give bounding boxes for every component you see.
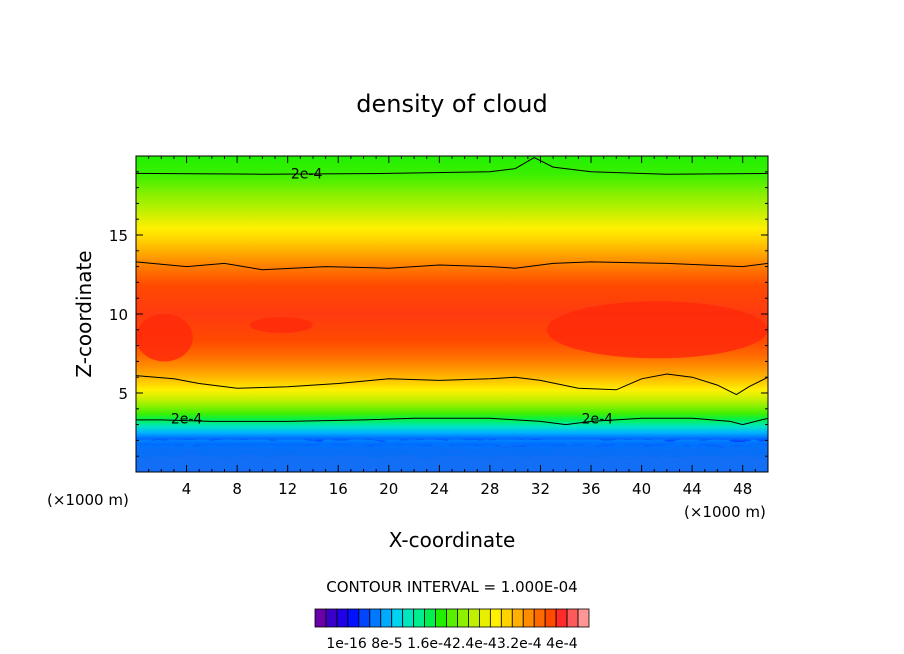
x-tick-label-32: 32 (531, 480, 550, 498)
colorbar-swatch-0 (314, 608, 327, 628)
contour-lower (136, 373, 768, 396)
colorbar-swatch-8 (402, 608, 415, 628)
x-axis-ticks: 4 8 12 16 20 24 28 32 36 40 44 48 (148, 156, 756, 498)
x-tick-label-48: 48 (733, 480, 752, 498)
x-tick-label-36: 36 (581, 480, 600, 498)
red-core-region-1 (546, 301, 768, 359)
y-tick-label-5: 5 (118, 385, 128, 403)
colorbar (314, 608, 590, 628)
contour-top-2e-4 (136, 157, 768, 175)
x-unit-label-right: (×1000 m) (684, 503, 766, 521)
contour-interval-text: CONTOUR INTERVAL = 1.000E-04 (326, 578, 577, 596)
contour-labels: 2e-4 2e-4 2e-4 (171, 166, 614, 427)
colorbar-swatch-20 (533, 608, 546, 628)
colorbar-swatch-12 (446, 608, 458, 628)
colorbar-swatch-3 (347, 608, 360, 628)
colorbar-swatch-22 (555, 608, 568, 628)
x-tick-label-20: 20 (379, 480, 398, 498)
x-tick-label-4: 4 (182, 480, 192, 498)
x-tick-label-28: 28 (480, 480, 499, 498)
colorbar-swatch-17 (500, 608, 513, 628)
colorbar-swatch-13 (457, 608, 469, 628)
colorbar-swatch-2 (336, 608, 349, 628)
y-axis-ticks: 5 10 15 (109, 171, 768, 457)
colorbar-swatch-11 (435, 608, 447, 628)
contour-label-2: 2e-4 (582, 411, 614, 427)
x-tick-label-8: 8 (232, 480, 242, 498)
y-axis-label: Z-coordinate (72, 250, 96, 377)
x-tick-label-40: 40 (632, 480, 651, 498)
chart-title: density of cloud (356, 90, 547, 118)
contour-label-0: 2e-4 (291, 166, 323, 182)
colorbar-swatch-6 (380, 608, 393, 628)
colorbar-swatch-18 (511, 608, 524, 628)
plot-area: 2e-4 2e-4 2e-4 (136, 156, 768, 472)
contour-lines (136, 157, 768, 426)
colorbar-swatch-4 (358, 608, 371, 628)
contour-upper (136, 261, 768, 271)
y-tick-label-15: 15 (109, 227, 128, 245)
colorbar-swatch-24 (577, 608, 590, 628)
low-level-noise-band (136, 439, 768, 472)
colorbar-swatch-7 (391, 608, 404, 628)
colorbar-swatch-23 (566, 608, 579, 628)
colorbar-labels: 1e-16 8e-5 1.6e-42.4e-43.2e-4 4e-4 (326, 636, 577, 652)
colorbar-swatch-14 (468, 608, 480, 628)
colorbar-swatch-5 (369, 608, 382, 628)
colorbar-swatch-15 (478, 608, 491, 628)
x-tick-label-16: 16 (329, 480, 348, 498)
y-tick-label-10: 10 (109, 306, 128, 324)
x-unit-label-left: (×1000 m) (47, 491, 129, 509)
colorbar-swatch-10 (424, 608, 436, 628)
red-core-region-0 (136, 314, 193, 362)
contour-bottom-2e-4 (136, 417, 768, 426)
low-band-layer-3 (136, 439, 768, 472)
x-tick-label-12: 12 (278, 480, 297, 498)
x-tick-label-44: 44 (683, 480, 702, 498)
contour-label-1: 2e-4 (171, 411, 203, 427)
x-axis-label: X-coordinate (389, 528, 516, 552)
colorbar-swatch-19 (522, 608, 535, 628)
colorbar-swatch-21 (544, 608, 557, 628)
colorbar-swatch-1 (325, 608, 338, 628)
red-core-region-2 (249, 317, 313, 333)
colorbar-swatch-16 (489, 608, 502, 628)
red-core-regions (136, 301, 768, 362)
x-tick-label-24: 24 (430, 480, 449, 498)
colorbar-swatch-9 (413, 608, 426, 628)
